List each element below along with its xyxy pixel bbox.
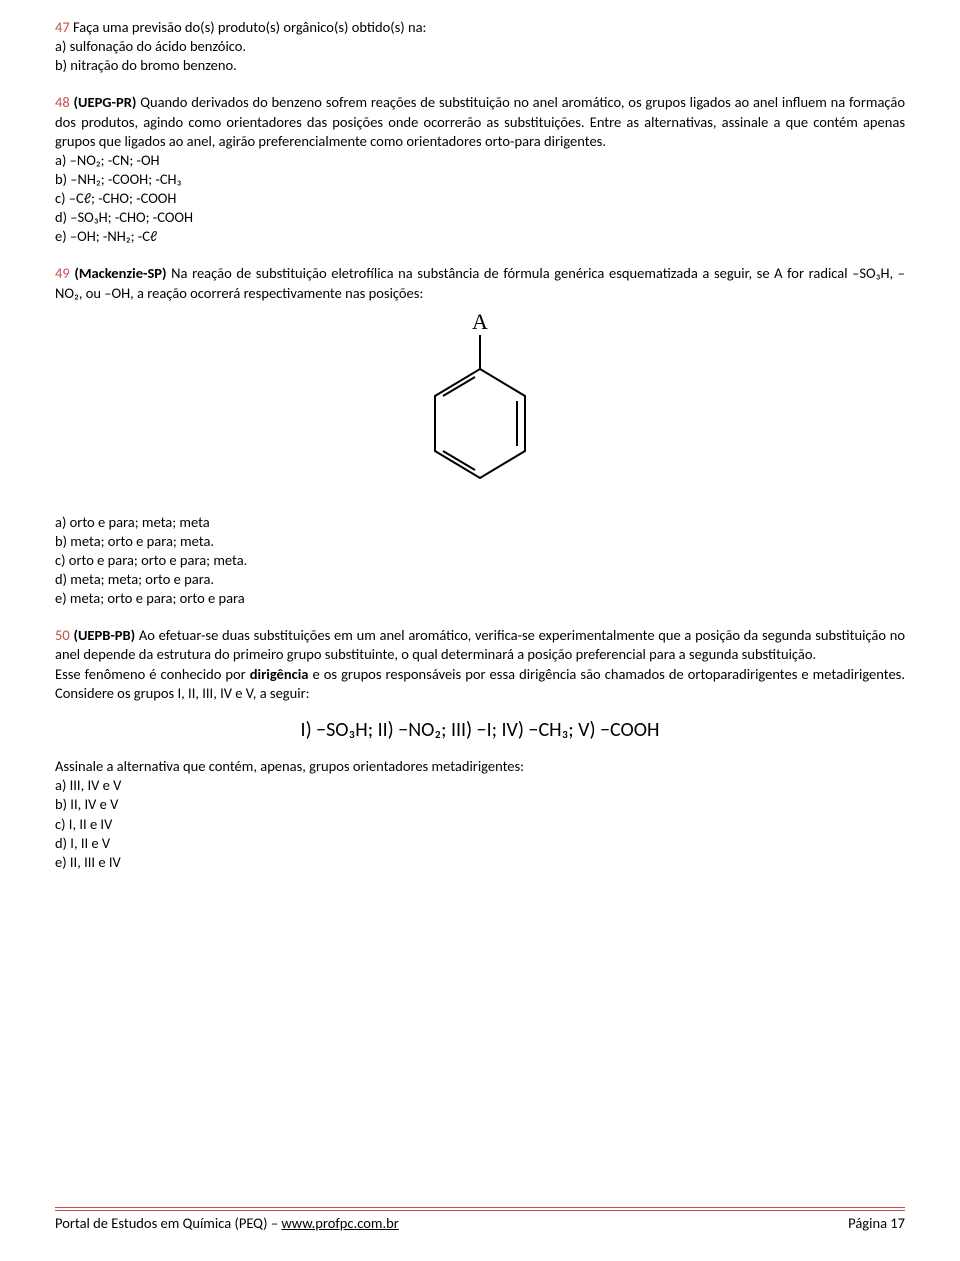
- question-number: 47: [55, 18, 70, 36]
- term-dirigencia: dirigência: [250, 665, 309, 683]
- option-a: a) orto e para; meta; meta: [55, 513, 905, 532]
- option-a: a) III, IV e V: [55, 776, 905, 795]
- option-a: a) sulfonação do ácido benzóico.: [55, 37, 905, 56]
- question-source: (UEPB-PB): [73, 626, 135, 644]
- question-source: (Mackenzie-SP): [74, 264, 166, 282]
- question-options: a) sulfonação do ácido benzóico. b) nitr…: [55, 37, 905, 75]
- substituent-label: A: [472, 311, 488, 334]
- double-bond: [443, 377, 475, 396]
- question-49: 49 (Mackenzie-SP) Na reação de substitui…: [55, 264, 905, 608]
- footer-link[interactable]: www.profpc.com.br: [281, 1214, 398, 1232]
- benzene-diagram: A: [415, 311, 545, 501]
- option-c: c) –Cℓ; -CHO; -COOH: [55, 189, 905, 208]
- question-ask: Assinale a alternativa que contém, apena…: [55, 757, 905, 776]
- footer-row: Portal de Estudos em Química (PEQ) – www…: [55, 1214, 905, 1233]
- double-bond: [443, 451, 475, 470]
- option-b: b) meta; orto e para; meta.: [55, 532, 905, 551]
- question-source: (UEPG-PR): [74, 93, 137, 111]
- footer-text: Portal de Estudos em Química (PEQ) –: [55, 1214, 281, 1232]
- question-number: 50: [55, 626, 70, 644]
- question-47: 47 Faça uma previsão do(s) produto(s) or…: [55, 18, 905, 75]
- question-number: 48: [55, 93, 70, 111]
- question-stem-2: Esse fenômeno é conhecido por dirigência…: [55, 665, 905, 703]
- option-d: d) –SO₃H; -CHO; -COOH: [55, 208, 905, 227]
- option-c: c) orto e para; orto e para; meta.: [55, 551, 905, 570]
- footer-left: Portal de Estudos em Química (PEQ) – www…: [55, 1214, 399, 1233]
- question-50: 50 (UEPB-PB) Ao efetuar-se duas substitu…: [55, 626, 905, 872]
- question-stem-1: Ao efetuar-se duas substituições em um a…: [55, 626, 905, 663]
- footer-page: Página 17: [848, 1214, 905, 1233]
- question-number: 49: [55, 264, 70, 282]
- question-48: 48 (UEPG-PR) Quando derivados do benzeno…: [55, 93, 905, 246]
- benzene-ring: [435, 369, 525, 478]
- option-e: e) II, III e IV: [55, 853, 905, 872]
- page-footer: Portal de Estudos em Química (PEQ) – www…: [55, 1207, 905, 1233]
- option-b: b) II, IV e V: [55, 795, 905, 814]
- question-stem: Faça uma previsão do(s) produto(s) orgân…: [73, 18, 426, 36]
- text: Esse fenômeno é conhecido por: [55, 665, 250, 683]
- question-stem: Quando derivados do benzeno sofrem reaçõ…: [55, 93, 905, 149]
- option-d: d) meta; meta; orto e para.: [55, 570, 905, 589]
- question-stem: Na reação de substituição eletrofílica n…: [55, 264, 905, 301]
- option-a: a) –NO₂; -CN; -OH: [55, 151, 905, 170]
- option-b: b) nitração do bromo benzeno.: [55, 56, 905, 75]
- option-c: c) I, II e IV: [55, 815, 905, 834]
- footer-divider: [55, 1207, 905, 1211]
- option-b: b) –NH₂; -COOH; -CH₃: [55, 170, 905, 189]
- question-options: a) –NO₂; -CN; -OH b) –NH₂; -COOH; -CH₃ c…: [55, 151, 905, 247]
- option-e: e) meta; orto e para; orto e para: [55, 589, 905, 608]
- question-options: a) orto e para; meta; meta b) meta; orto…: [55, 513, 905, 609]
- groups-line: I) −SO₃H; II) −NO₂; III) −I; IV) −CH₃; V…: [55, 717, 905, 743]
- question-options: a) III, IV e V b) II, IV e V c) I, II e …: [55, 776, 905, 872]
- option-e: e) –OH; -NH₂; -Cℓ: [55, 227, 905, 246]
- option-d: d) I, II e V: [55, 834, 905, 853]
